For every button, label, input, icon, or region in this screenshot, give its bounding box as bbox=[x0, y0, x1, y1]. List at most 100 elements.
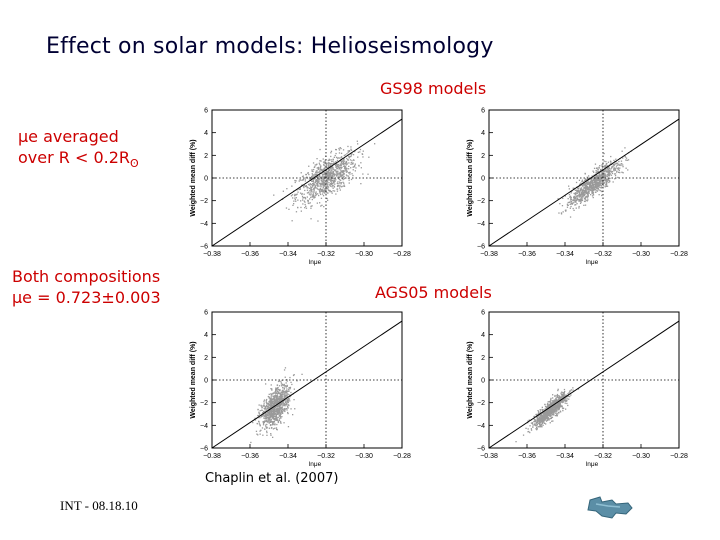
scatter-point bbox=[268, 397, 270, 399]
scatter-point bbox=[608, 174, 610, 176]
scatter-point bbox=[309, 177, 311, 179]
x-tick-label: −0.34 bbox=[279, 453, 297, 460]
scatter-point bbox=[265, 401, 267, 403]
y-tick-label: 4 bbox=[204, 130, 208, 137]
scatter-point bbox=[321, 170, 324, 172]
scatter-point bbox=[275, 401, 277, 404]
scatter-point bbox=[271, 421, 273, 423]
scatter-point bbox=[340, 173, 342, 175]
scatter-point bbox=[327, 164, 330, 166]
scatter-point bbox=[587, 189, 589, 191]
scatter-point bbox=[274, 395, 276, 397]
scatter-point bbox=[607, 170, 609, 172]
scatter-point bbox=[564, 399, 567, 401]
scatter-point bbox=[272, 400, 274, 402]
scatter-point bbox=[304, 201, 306, 203]
scatter-point bbox=[556, 400, 559, 402]
scatter-point bbox=[597, 176, 599, 179]
scatter-point bbox=[259, 424, 261, 426]
scatter-point bbox=[285, 382, 287, 384]
scatter-point bbox=[574, 196, 576, 198]
scatter-point bbox=[567, 201, 569, 204]
scatter-point bbox=[309, 198, 311, 200]
scatter-point bbox=[279, 397, 281, 399]
scatter-point bbox=[596, 174, 598, 176]
scatter-point bbox=[269, 405, 272, 407]
scatter-point bbox=[270, 420, 272, 422]
scatter-point bbox=[270, 434, 272, 436]
scatter-point bbox=[565, 210, 567, 212]
scatter-point bbox=[595, 178, 597, 181]
scatter-point bbox=[594, 178, 596, 180]
scatter-point bbox=[273, 418, 275, 420]
scatter-point bbox=[283, 398, 285, 400]
scatter-point bbox=[337, 184, 339, 186]
scatter-point bbox=[292, 374, 295, 377]
y-tick-label: 0 bbox=[481, 176, 485, 183]
scatter-point bbox=[278, 418, 281, 420]
scatter-point bbox=[604, 169, 606, 171]
scatter-point bbox=[335, 161, 337, 163]
scatter-point bbox=[263, 400, 265, 402]
scatter-point bbox=[587, 199, 589, 201]
scatter-point bbox=[309, 194, 311, 196]
scatter-point bbox=[340, 167, 342, 169]
scatter-point bbox=[293, 388, 295, 390]
scatter-point bbox=[346, 163, 348, 165]
scatter-point bbox=[559, 397, 561, 400]
scatter-point bbox=[560, 406, 562, 408]
scatter-point bbox=[314, 164, 316, 166]
scatter-point bbox=[272, 413, 275, 416]
scatter-point bbox=[348, 172, 350, 174]
scatter-point bbox=[582, 191, 585, 193]
scatter-point bbox=[600, 184, 602, 186]
scatter-point bbox=[605, 163, 607, 165]
scatter-point bbox=[273, 408, 275, 410]
scatter-point bbox=[273, 404, 275, 406]
scatter-point bbox=[587, 194, 589, 196]
scatter-point bbox=[611, 170, 613, 173]
scatter-point bbox=[326, 187, 329, 189]
scatter-point bbox=[616, 164, 619, 166]
scatter-point bbox=[342, 185, 344, 187]
x-axis-label: lnμe bbox=[309, 461, 322, 468]
scatter-point bbox=[266, 419, 268, 421]
scatter-point bbox=[279, 411, 281, 413]
scatter-point bbox=[265, 405, 267, 408]
scatter-point bbox=[324, 184, 326, 186]
x-tick-label: −0.30 bbox=[632, 251, 650, 258]
scatter-point bbox=[330, 170, 332, 172]
scatter-point bbox=[324, 175, 326, 178]
scatter-point bbox=[575, 193, 577, 195]
scatter-point bbox=[264, 410, 266, 412]
scatter-point bbox=[322, 181, 324, 183]
scatter-point bbox=[619, 167, 621, 169]
scatter-point bbox=[332, 172, 334, 175]
scatter-point bbox=[338, 179, 341, 181]
scatter-point bbox=[610, 155, 612, 158]
scatter-point bbox=[550, 416, 553, 418]
scatter-point bbox=[299, 179, 301, 181]
scatter-point bbox=[574, 200, 576, 202]
scatter-point bbox=[563, 393, 565, 395]
scatter-point bbox=[320, 186, 322, 188]
scatter-point bbox=[600, 178, 602, 180]
scatter-point bbox=[312, 178, 314, 181]
scatter-point bbox=[592, 176, 594, 178]
scatter-point bbox=[575, 204, 577, 206]
scatter-point bbox=[580, 201, 582, 203]
scatter-point bbox=[547, 404, 549, 406]
scatter-point bbox=[611, 172, 614, 175]
scatter-point bbox=[271, 400, 273, 402]
scatter-point bbox=[323, 163, 325, 165]
scatter-point bbox=[322, 193, 324, 195]
scatter-point bbox=[302, 197, 304, 199]
scatter-point bbox=[286, 409, 288, 411]
scatter-point bbox=[263, 421, 265, 423]
scatter-point bbox=[280, 412, 282, 414]
scatter-point bbox=[312, 195, 314, 197]
scatter-point bbox=[576, 192, 578, 194]
scatter-point bbox=[330, 175, 332, 177]
scatter-point bbox=[326, 178, 328, 180]
scatter-point bbox=[539, 418, 542, 420]
